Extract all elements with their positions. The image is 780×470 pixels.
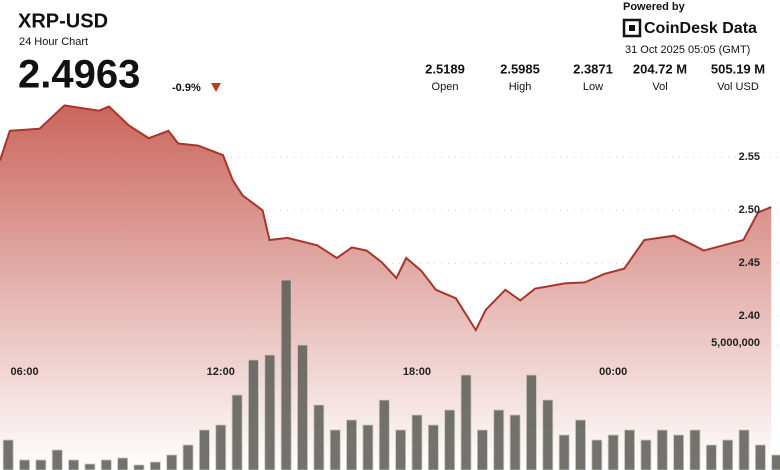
volume-bar — [2, 439, 14, 470]
volume-bar — [689, 429, 701, 470]
volume-bar — [166, 454, 178, 470]
volume-bar — [362, 424, 374, 470]
volume-bar — [329, 429, 341, 470]
volume-bar — [280, 279, 292, 470]
stat-value: 2.3871 — [573, 61, 613, 76]
volume-bar — [199, 429, 210, 470]
volume-bar — [575, 419, 586, 470]
volume-bar — [444, 409, 456, 470]
stats: 2.5189 Open 2.5985 High 2.3871 Low 204.72 M Vol… — [425, 61, 765, 92]
volume-bar — [411, 414, 423, 470]
stat-label: Open — [432, 81, 459, 93]
x-tick-label: 06:00 — [10, 366, 38, 378]
volume-bar — [378, 399, 390, 470]
volume-bar — [754, 444, 766, 470]
volume-bar — [182, 444, 194, 470]
volume-bar — [51, 449, 63, 470]
volume-bar — [427, 424, 439, 470]
logo-icon — [622, 18, 642, 38]
volume-bar — [607, 434, 619, 470]
volume-bar — [264, 354, 276, 470]
volume-bar — [460, 374, 472, 470]
volume-bar — [722, 439, 734, 470]
volume-bar — [738, 429, 750, 470]
volume-bar — [656, 429, 668, 470]
volume-bar — [526, 374, 537, 470]
change: -0.9% — [172, 82, 201, 94]
y-tick-label: 2.40 — [739, 310, 760, 322]
volume-bar — [476, 429, 488, 470]
volume-bar — [215, 424, 227, 470]
volume-bar — [231, 394, 243, 470]
volume-bar — [248, 359, 259, 470]
y2-tick-label: 5,000,000 — [711, 337, 760, 349]
y-tick-label: 2.55 — [739, 151, 760, 163]
timestamp: 31 Oct 2025 05:05 (GMT) — [625, 44, 750, 56]
volume-bar — [771, 454, 780, 470]
volume-bar — [346, 419, 357, 470]
stat-label: Vol — [652, 81, 667, 93]
volume-bar — [313, 404, 325, 470]
stat-label: Vol USD — [717, 81, 759, 93]
stat-value: 204.72 M — [633, 61, 687, 76]
x-tick-label: 12:00 — [207, 366, 235, 378]
volume-bar — [35, 459, 47, 470]
price: 2.4963 — [18, 53, 140, 97]
brand: CoinDesk Data — [644, 20, 757, 37]
x-tick-label: 18:00 — [403, 366, 431, 378]
down-arrow — [211, 83, 221, 92]
volume-bar — [542, 399, 554, 470]
volume-bar — [493, 409, 505, 470]
volume-bar — [705, 444, 717, 470]
volume-bar — [133, 464, 145, 470]
volume-bar — [297, 344, 308, 470]
symbol: XRP-USD — [18, 10, 108, 32]
price-line — [0, 104, 772, 333]
volume-bar — [558, 434, 570, 470]
volume-bar — [395, 429, 407, 470]
powered-by: Powered by — [623, 1, 686, 13]
x-tick-label: 00:00 — [599, 366, 627, 378]
volume-bar — [509, 414, 521, 470]
plot: 2.40 2.45 2.50 2.55 5,000,000 06:00 12:00 18:00… — [0, 104, 780, 470]
volume-bar — [19, 459, 30, 470]
volume-bar — [624, 429, 635, 470]
volume-bar — [149, 461, 161, 470]
stat-value: 2.5985 — [500, 61, 540, 76]
stat-value: 505.19 M — [711, 61, 765, 76]
volume-bar — [673, 434, 685, 470]
stat-label: Low — [583, 81, 603, 93]
volume-bar — [591, 439, 603, 470]
area — [0, 105, 772, 470]
subtitle: 24 Hour Chart — [19, 36, 88, 48]
volume-bar — [117, 457, 129, 470]
stat-label: High — [509, 81, 532, 93]
y-tick-label: 2.45 — [739, 257, 760, 269]
y-tick-label: 2.50 — [739, 204, 760, 216]
volume-bar — [84, 463, 96, 470]
volume-bar — [100, 459, 112, 470]
stat-value: 2.5189 — [425, 61, 465, 76]
volume-bar — [640, 439, 652, 470]
volume-bar — [68, 459, 79, 470]
